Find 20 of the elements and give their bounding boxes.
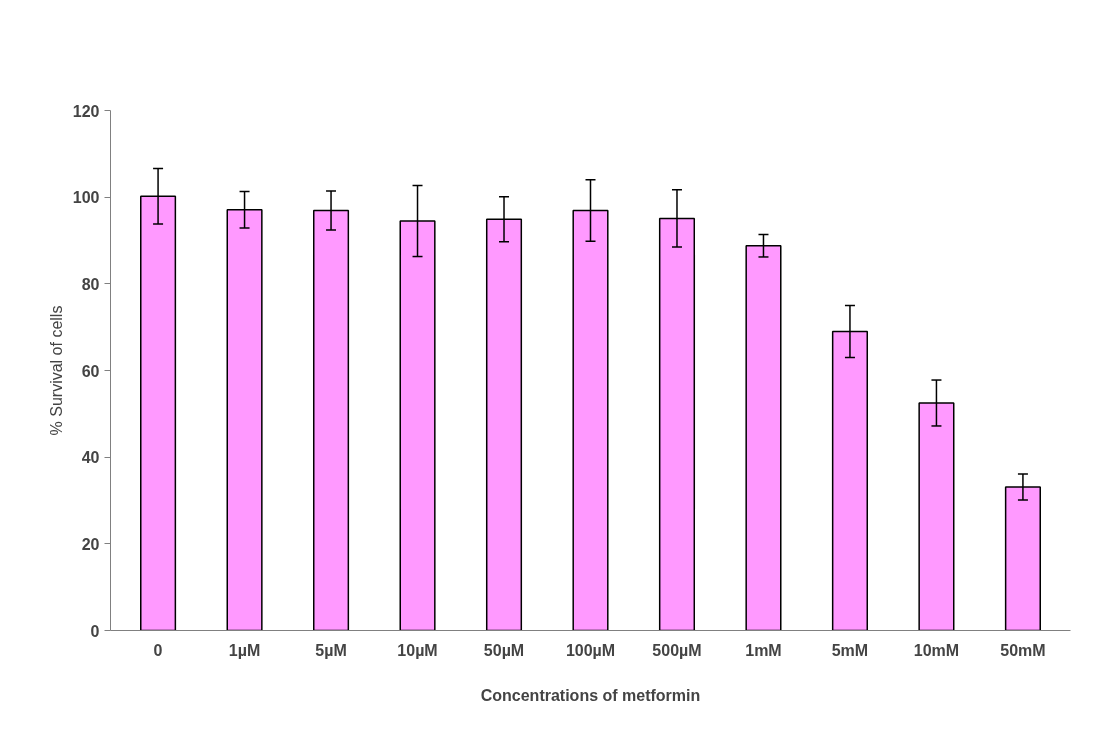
x-axis-title: Concentrations of metformin [480,686,701,704]
x-tick-label: 0 [153,641,163,659]
x-tick-label: 1mM [745,641,782,659]
x-tick-label: 50mM [1000,641,1046,659]
y-tick-label: 20 [81,535,100,553]
x-tick-label: 10µM [397,641,438,659]
x-tick-label: 1µM [228,641,261,659]
y-tick-label: 100 [72,189,100,207]
x-tick-label: 50µM [483,641,525,659]
y-tick-label: 80 [81,275,100,293]
y-tick-label: 120 [72,102,100,120]
y-tick-label: 60 [81,362,100,380]
x-tick-label: 500µM [652,641,702,659]
y-axis-title: % Survival of cells [47,305,65,436]
y-tick-label: 0 [90,622,100,640]
x-tick-label: 10mM [913,641,960,659]
x-tick-label: 100µM [565,641,616,659]
x-tick-label: 5mM [831,641,869,659]
y-tick-label: 40 [81,449,100,467]
x-tick-label: 5µM [315,641,347,659]
